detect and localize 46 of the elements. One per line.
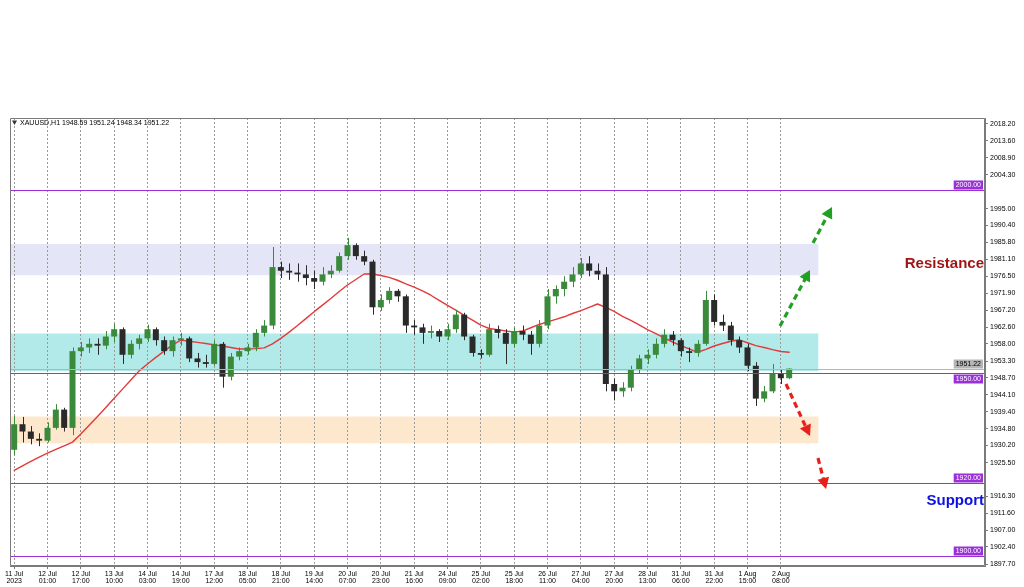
candlestick (569, 266, 576, 288)
candlestick (186, 336, 193, 363)
candlestick (527, 330, 534, 356)
candlestick (419, 323, 426, 345)
candlestick (552, 284, 559, 305)
candlestick (161, 336, 168, 356)
candlestick (502, 328, 509, 365)
candlestick (344, 237, 351, 261)
candlestick (627, 365, 634, 392)
candlestick (211, 339, 218, 367)
candlestick (769, 363, 776, 394)
candlestick (111, 323, 118, 343)
candlestick (652, 337, 659, 359)
annotation: Resistance (904, 254, 984, 272)
candlestick (27, 425, 34, 445)
candlestick (511, 326, 518, 348)
candlestick (252, 328, 259, 352)
candlestick (152, 326, 159, 347)
candlestick (611, 378, 618, 401)
annotation: Support (926, 491, 984, 509)
candlestick (127, 339, 134, 359)
candlestick (311, 270, 318, 290)
candlestick (44, 421, 51, 443)
candlestick (636, 354, 643, 374)
candlestick (452, 309, 459, 334)
candlestick (61, 407, 68, 433)
candlestick (102, 330, 109, 350)
candlestick (319, 266, 326, 286)
candlestick (586, 255, 593, 277)
candlestick (711, 294, 718, 327)
candlestick (286, 262, 293, 281)
candlestick (561, 275, 568, 297)
candlestick (577, 257, 584, 279)
candlestick (19, 416, 26, 443)
candlestick (469, 334, 476, 358)
candlestick (169, 336, 176, 358)
candlestick (52, 403, 59, 431)
candlestick (94, 337, 101, 356)
candlestick (744, 343, 751, 372)
candlestick (336, 251, 343, 274)
candlestick (302, 264, 309, 286)
candlestick (536, 319, 543, 348)
candlestick (661, 328, 668, 348)
candlestick (461, 312, 468, 341)
candlestick (727, 321, 734, 347)
candlestick (677, 337, 684, 358)
